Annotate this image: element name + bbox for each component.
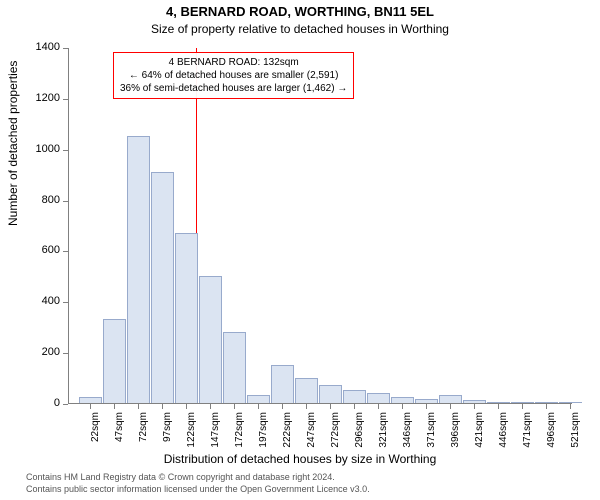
y-tick-label: 600 — [10, 244, 60, 256]
y-tick-label: 0 — [10, 397, 60, 409]
info-line-1: 4 BERNARD ROAD: 132sqm — [120, 56, 347, 69]
info-box: 4 BERNARD ROAD: 132sqm ← 64% of detached… — [113, 52, 354, 99]
x-tick-label: 197sqm — [258, 412, 269, 472]
x-tick-label: 521sqm — [570, 412, 581, 472]
y-tick-mark — [63, 251, 68, 252]
x-tick-mark — [402, 404, 403, 409]
histogram-bar — [199, 276, 223, 403]
x-tick-label: 471sqm — [522, 412, 533, 472]
histogram-bar — [271, 365, 295, 403]
x-tick-label: 47sqm — [114, 412, 125, 472]
y-tick-mark — [63, 48, 68, 49]
histogram-bar — [343, 390, 367, 403]
y-tick-mark — [63, 302, 68, 303]
x-tick-mark — [546, 404, 547, 409]
chart-container: 4, BERNARD ROAD, WORTHING, BN11 5EL Size… — [0, 0, 600, 500]
y-tick-label: 800 — [10, 194, 60, 206]
histogram-bar — [79, 397, 103, 403]
credit-line-1: Contains HM Land Registry data © Crown c… — [26, 472, 335, 482]
info-line-2: ← 64% of detached houses are smaller (2,… — [120, 69, 347, 82]
x-tick-label: 97sqm — [162, 412, 173, 472]
x-tick-label: 446sqm — [498, 412, 509, 472]
x-tick-mark — [474, 404, 475, 409]
histogram-bar — [367, 393, 391, 403]
x-tick-label: 172sqm — [234, 412, 245, 472]
x-tick-label: 396sqm — [450, 412, 461, 472]
credit-line-2: Contains public sector information licen… — [26, 484, 370, 494]
y-tick-mark — [63, 99, 68, 100]
histogram-bar — [439, 395, 463, 403]
plot-area: 4 BERNARD ROAD: 132sqm ← 64% of detached… — [68, 48, 572, 404]
x-tick-mark — [234, 404, 235, 409]
y-tick-mark — [63, 150, 68, 151]
y-tick-mark — [63, 404, 68, 405]
histogram-bar — [463, 400, 487, 403]
histogram-bar — [295, 378, 319, 403]
histogram-bar — [559, 402, 583, 403]
y-tick-label: 200 — [10, 346, 60, 358]
x-tick-label: 346sqm — [402, 412, 413, 472]
page-title: 4, BERNARD ROAD, WORTHING, BN11 5EL — [0, 4, 600, 19]
x-tick-label: 247sqm — [306, 412, 317, 472]
x-tick-mark — [426, 404, 427, 409]
x-tick-mark — [138, 404, 139, 409]
x-tick-label: 147sqm — [210, 412, 221, 472]
y-tick-label: 1000 — [10, 143, 60, 155]
x-tick-mark — [90, 404, 91, 409]
histogram-bar — [391, 397, 415, 403]
histogram-bar — [511, 402, 535, 403]
x-tick-label: 122sqm — [186, 412, 197, 472]
y-tick-label: 400 — [10, 295, 60, 307]
x-tick-mark — [522, 404, 523, 409]
x-tick-label: 72sqm — [138, 412, 149, 472]
histogram-bar — [487, 402, 511, 403]
x-tick-mark — [570, 404, 571, 409]
x-tick-mark — [258, 404, 259, 409]
histogram-bar — [247, 395, 271, 403]
page-subtitle: Size of property relative to detached ho… — [0, 22, 600, 36]
x-tick-mark — [306, 404, 307, 409]
x-tick-label: 496sqm — [546, 412, 557, 472]
x-tick-label: 296sqm — [354, 412, 365, 472]
x-tick-mark — [162, 404, 163, 409]
x-tick-label: 222sqm — [282, 412, 293, 472]
x-tick-mark — [450, 404, 451, 409]
info-line-3: 36% of semi-detached houses are larger (… — [120, 82, 347, 95]
x-tick-mark — [186, 404, 187, 409]
x-tick-label: 421sqm — [474, 412, 485, 472]
x-tick-mark — [378, 404, 379, 409]
y-tick-label: 1200 — [10, 92, 60, 104]
histogram-bar — [535, 402, 559, 403]
x-tick-label: 371sqm — [426, 412, 437, 472]
histogram-bar — [415, 399, 439, 403]
histogram-bar — [223, 332, 247, 403]
x-tick-mark — [210, 404, 211, 409]
y-tick-label: 1400 — [10, 41, 60, 53]
x-tick-mark — [354, 404, 355, 409]
y-tick-mark — [63, 201, 68, 202]
histogram-bar — [127, 136, 151, 403]
x-tick-mark — [498, 404, 499, 409]
x-tick-label: 22sqm — [90, 412, 101, 472]
y-tick-mark — [63, 353, 68, 354]
x-tick-mark — [282, 404, 283, 409]
x-tick-mark — [114, 404, 115, 409]
histogram-bar — [319, 385, 343, 403]
histogram-bar — [175, 233, 199, 403]
x-tick-label: 321sqm — [378, 412, 389, 472]
x-tick-mark — [330, 404, 331, 409]
histogram-bar — [151, 172, 175, 403]
histogram-bar — [103, 319, 127, 403]
x-tick-label: 272sqm — [330, 412, 341, 472]
